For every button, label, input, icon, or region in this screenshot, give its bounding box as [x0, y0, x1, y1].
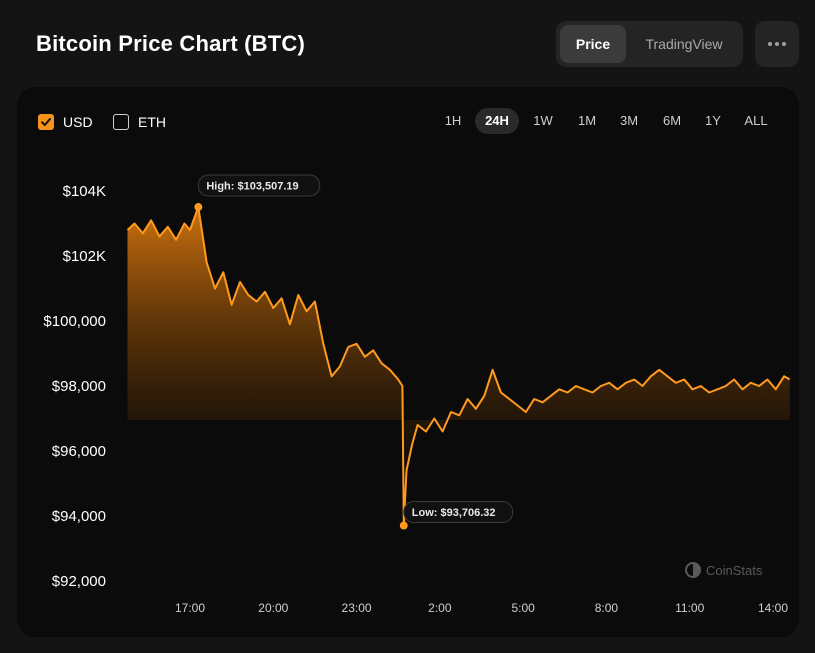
range-1h-button[interactable]: 1H	[444, 113, 462, 128]
range-1m-button[interactable]: 1M	[577, 113, 597, 128]
x-tick-label: 8:00	[595, 601, 619, 615]
page-title: Bitcoin Price Chart (BTC)	[36, 31, 306, 56]
range-all-button[interactable]: ALL	[744, 113, 768, 128]
range-3m-button[interactable]: 3M	[619, 113, 639, 128]
y-tick-label: $92,000	[52, 573, 106, 590]
high-callout-label: High: $103,507.19	[206, 181, 298, 193]
range-1y-button[interactable]: 1Y	[705, 113, 721, 128]
x-tick-label: 14:00	[758, 601, 788, 615]
tradingview-view-button[interactable]: TradingView	[645, 36, 723, 52]
y-tick-label: $94,000	[52, 508, 106, 525]
y-tick-label: $104K	[63, 183, 106, 200]
more-dot-icon	[768, 42, 772, 46]
low-callout	[403, 501, 514, 524]
high-callout	[197, 174, 321, 197]
range-6m-button[interactable]: 6M	[662, 113, 682, 128]
x-tick-label: 11:00	[675, 601, 704, 615]
coinstats-watermark: CoinStats	[685, 562, 763, 578]
eth-checkbox[interactable]: ETH	[113, 114, 166, 130]
y-tick-label: $96,000	[52, 443, 106, 460]
more-dot-icon	[775, 42, 779, 46]
price-line	[126, 206, 791, 527]
low-point-marker	[399, 521, 408, 530]
more-options-button[interactable]	[755, 21, 799, 67]
y-tick-label: $98,000	[52, 378, 106, 395]
y-tick-label: $102K	[63, 248, 106, 265]
x-tick-label: 5:00	[511, 601, 535, 615]
watermark-text: CoinStats	[706, 563, 763, 578]
checkbox-checked-icon	[38, 114, 54, 130]
x-tick-label: 17:00	[175, 601, 205, 615]
high-point-marker	[194, 203, 203, 212]
x-tick-label: 2:00	[428, 601, 452, 615]
coinstats-logo-half	[693, 563, 700, 577]
usd-checkbox[interactable]: USD	[38, 114, 93, 130]
y-tick-label: $100,000	[43, 313, 106, 330]
x-tick-label: 23:00	[342, 601, 372, 615]
x-tick-label: 20:00	[258, 601, 288, 615]
more-dot-icon	[782, 42, 786, 46]
range-1w-button[interactable]: 1W	[533, 113, 553, 128]
usd-label: USD	[63, 114, 93, 130]
price-area	[127, 207, 790, 526]
view-switch: Price TradingView	[556, 21, 743, 67]
price-view-button[interactable]: Price	[560, 25, 626, 63]
low-callout-label: Low: $93,706.32	[412, 507, 496, 519]
range-24h-button[interactable]: 24H	[475, 108, 519, 134]
checkbox-unchecked-icon	[113, 114, 129, 130]
eth-label: ETH	[138, 114, 166, 130]
